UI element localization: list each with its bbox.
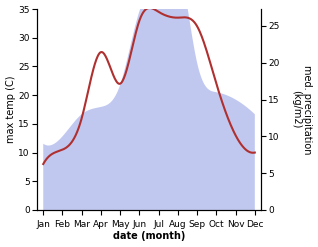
Y-axis label: max temp (C): max temp (C) [5,76,16,143]
Y-axis label: med. precipitation
(kg/m2): med. precipitation (kg/m2) [291,65,313,154]
X-axis label: date (month): date (month) [113,231,185,242]
